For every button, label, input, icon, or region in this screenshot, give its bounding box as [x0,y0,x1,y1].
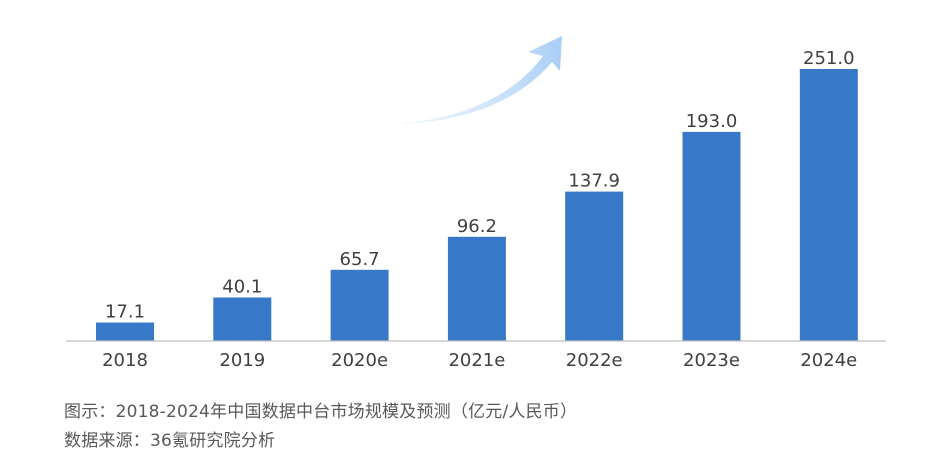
trend-arrow-icon [403,36,562,124]
bar-2021e [447,236,506,341]
x-tick-label-2024e: 2024e [800,350,857,371]
value-label-2019: 40.1 [222,277,262,298]
chart-caption-source: 数据来源：36氪研究院分析 [64,431,276,451]
value-label-2020e: 65.7 [340,249,380,270]
value-label-2022e: 137.9 [568,171,620,192]
x-tick-labels-layer: 2018 2019 2020e 2021e 2022e 2023e 2024e [102,350,857,371]
bar-2019 [213,297,272,341]
value-label-2021e: 96.2 [457,216,497,237]
x-tick-label-2023e: 2023e [683,350,740,371]
bar-2022e [565,191,624,341]
x-tick-label-2022e: 2022e [566,350,623,371]
x-tick-label-2021e: 2021e [448,350,505,371]
bar-2024e [799,69,858,341]
bar-2020e [330,269,389,341]
bar-2018 [96,322,154,341]
x-tick-label-2019: 2019 [219,350,265,371]
value-label-2024e: 251.0 [803,48,855,69]
x-tick-label-2018: 2018 [102,350,148,371]
value-label-2018: 17.1 [105,302,145,323]
x-tick-label-2020e: 2020e [331,350,388,371]
bar-2023e [682,131,741,341]
value-label-2023e: 193.0 [686,111,738,132]
chart-caption-title: 图示：2018-2024年中国数据中台市场规模及预测（亿元/人民币） [64,402,578,422]
value-labels-layer: 17.1 40.1 65.7 96.2 137.9 193.0 251.0 [105,48,855,323]
bars-layer [96,69,858,341]
